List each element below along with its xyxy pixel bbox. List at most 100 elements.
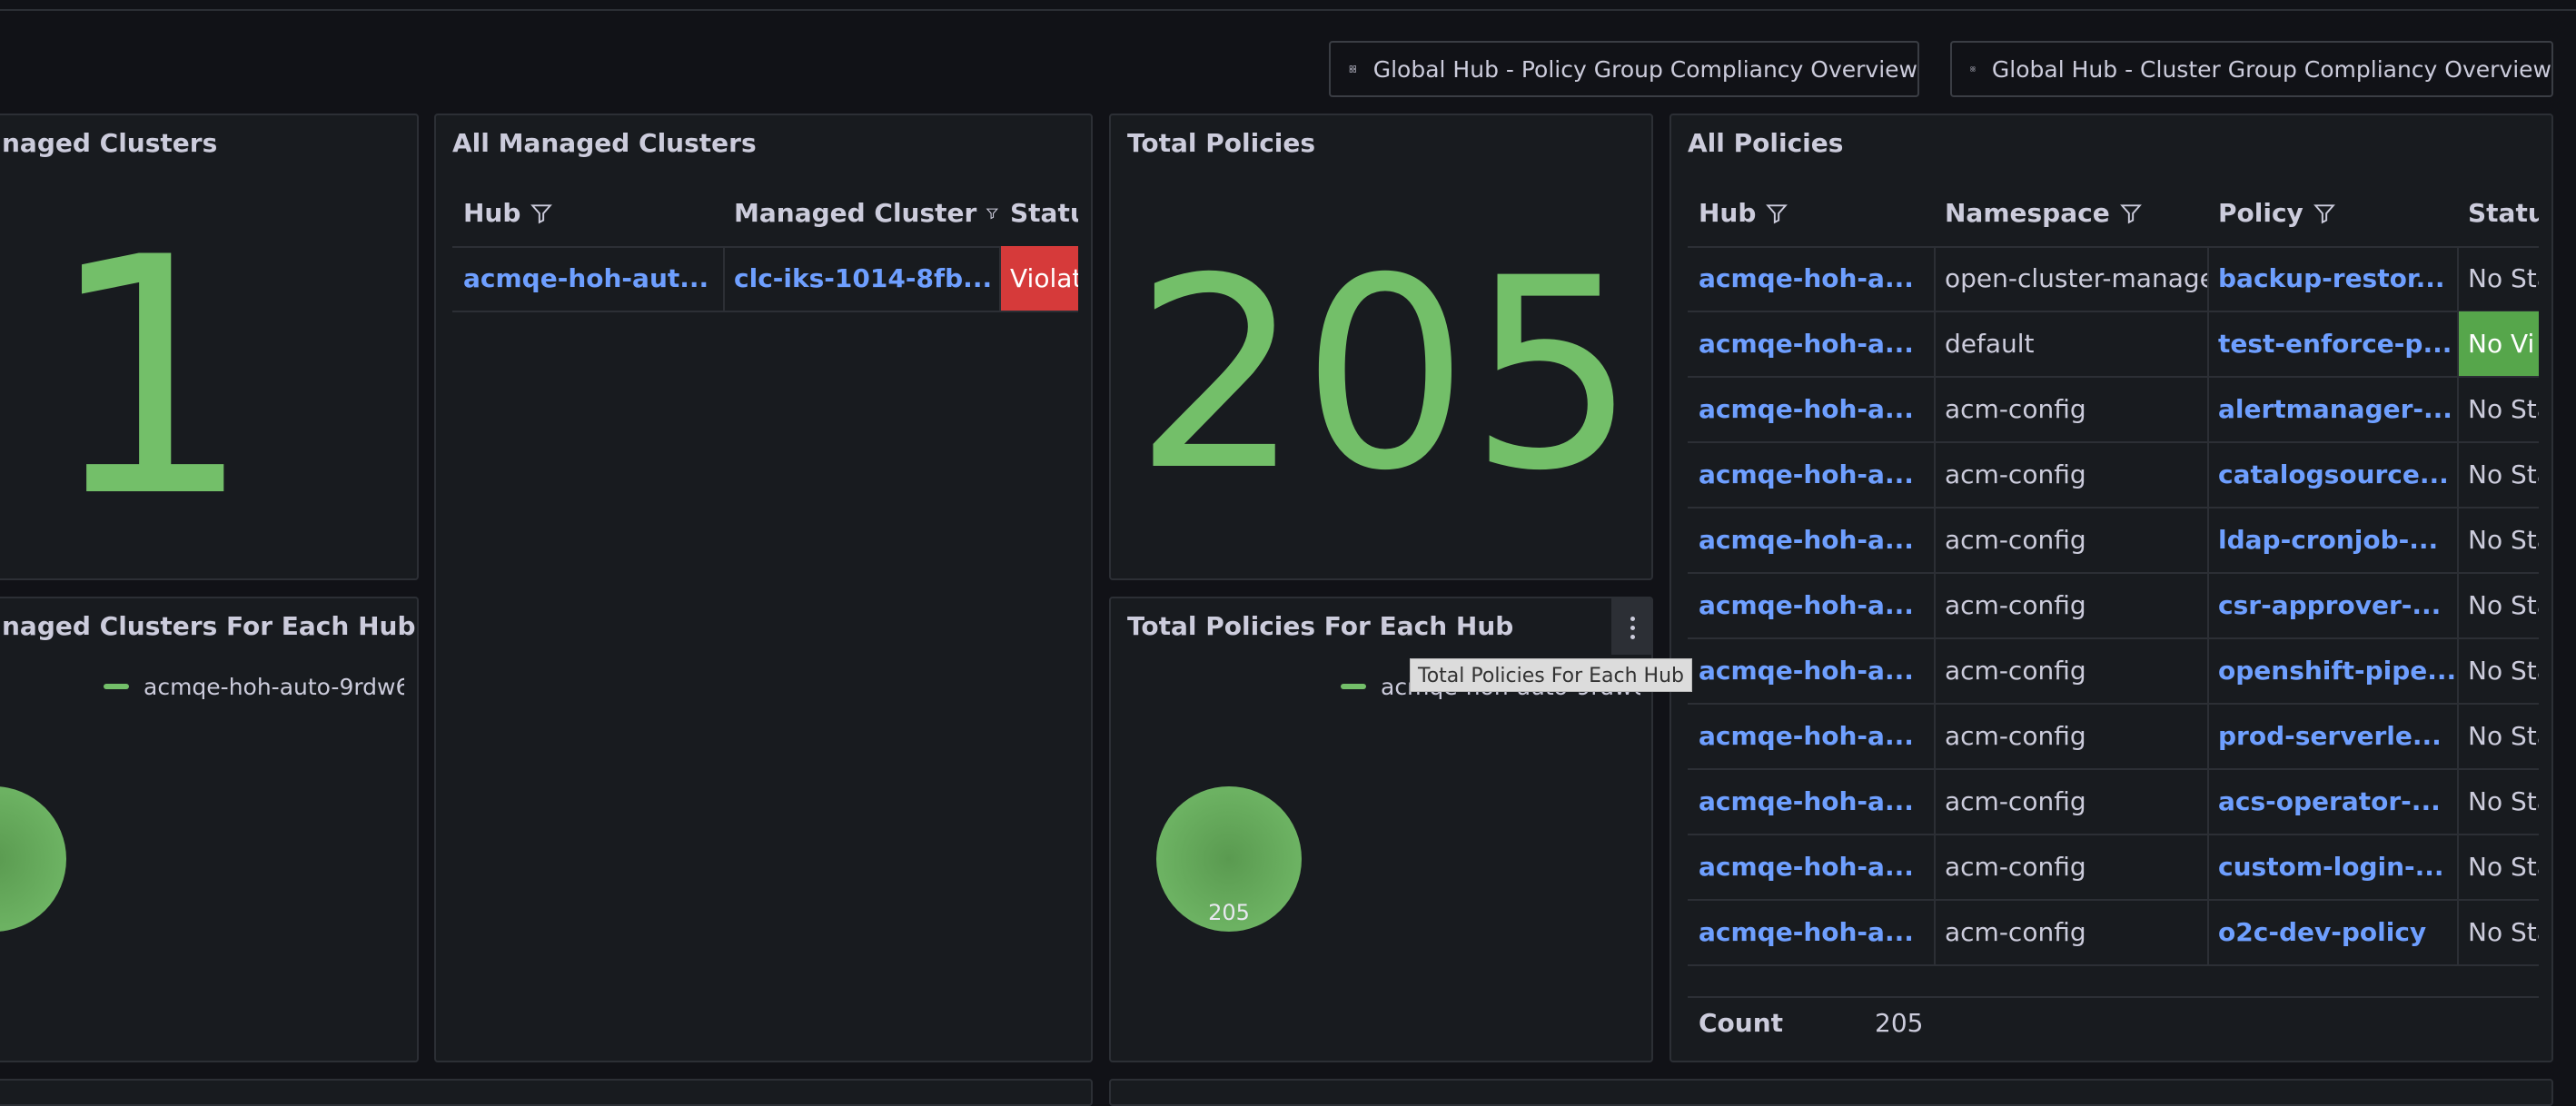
table-cell: No Sta (2468, 394, 2539, 424)
column-separator (723, 246, 725, 311)
table-cell[interactable]: ldap-cronjob-... (2218, 525, 2439, 555)
row-separator (1688, 703, 2539, 705)
table-cell: acm-config (1945, 525, 2086, 555)
column-header-label: Namespace (1945, 198, 2110, 228)
column-header[interactable]: Hub (452, 181, 723, 246)
table-cell: acm-config (1945, 590, 2086, 620)
column-separator (2207, 900, 2209, 965)
row-separator (1688, 572, 2539, 574)
menu-dot (1630, 617, 1635, 621)
row-separator (1688, 507, 2539, 509)
table-cell[interactable]: acmqe-hoh-a... (1699, 394, 1914, 424)
grid-icon (1970, 66, 1976, 72)
table-cell[interactable]: acmqe-hoh-aut... (463, 263, 709, 293)
table-cell[interactable]: backup-restor... (2218, 263, 2445, 293)
stat-panel: Total Policies 205 (1109, 114, 1653, 580)
table-cell[interactable]: openshift-pipe... (2218, 656, 2457, 686)
table-cell[interactable]: catalogsource... (2218, 459, 2449, 489)
dashboard-link-label: Global Hub - Policy Group Compliancy Ove… (1372, 55, 1917, 83)
column-header-label: Hub (1699, 198, 1757, 228)
column-separator (2457, 900, 2459, 965)
column-separator (2457, 638, 2459, 704)
dashboard-link-label: Global Hub - Cluster Group Compliancy Ov… (1991, 55, 2551, 83)
table-cell[interactable]: acmqe-hoh-a... (1699, 459, 1914, 489)
dashboard-link[interactable]: Global Hub - Policy Group Compliancy Ove… (1329, 41, 1919, 97)
menu-dot (1630, 626, 1635, 630)
column-separator (1934, 704, 1936, 769)
row-separator (1688, 441, 2539, 443)
table-cell[interactable]: acmqe-hoh-a... (1699, 852, 1914, 882)
panel-edge (1109, 1079, 2553, 1106)
column-separator (1934, 508, 1936, 573)
table-cell: Violat (999, 246, 1078, 311)
top-border (0, 9, 2576, 11)
column-separator (2457, 769, 2459, 834)
table-cell[interactable]: prod-serverle... (2218, 721, 2442, 751)
table-cell[interactable]: acmqe-hoh-a... (1699, 525, 1914, 555)
column-separator (2207, 638, 2209, 704)
column-separator (2457, 508, 2459, 573)
table-cell[interactable]: test-enforce-p... (2218, 329, 2452, 359)
table-cell[interactable]: alertmanager-... (2218, 394, 2452, 424)
column-separator (2457, 246, 2459, 311)
row-separator (1688, 964, 2539, 966)
pie-panel: naged Clusters For Each Hub acmqe-hoh-aut… (0, 597, 419, 1062)
column-header[interactable]: Managed Cluster (723, 181, 999, 246)
table-cell: No Sta (2468, 459, 2539, 489)
table-cell[interactable]: csr-approver-... (2218, 590, 2442, 620)
grid-icon (1349, 65, 1356, 73)
column-separator (2457, 573, 2459, 638)
panel-edge (0, 1079, 1093, 1106)
column-header[interactable]: Policy (2207, 181, 2457, 246)
column-separator (2207, 377, 2209, 442)
table-cell[interactable]: clc-iks-1014-8fb... (734, 263, 993, 293)
table-cell: No Sta (2468, 263, 2539, 293)
row-separator (1688, 311, 2539, 312)
column-separator (1934, 573, 1936, 638)
column-separator (2207, 508, 2209, 573)
column-header-label: Managed Cluster (734, 198, 977, 228)
row-separator (1688, 637, 2539, 639)
table-cell[interactable]: acmqe-hoh-a... (1699, 590, 1914, 620)
table-cell[interactable]: acmqe-hoh-a... (1699, 721, 1914, 751)
table-cell: acm-config (1945, 459, 2086, 489)
panel-menu-button[interactable] (1611, 598, 1651, 655)
table-cell[interactable]: acmqe-hoh-a... (1699, 656, 1914, 686)
column-header[interactable]: Status (2457, 181, 2539, 246)
table-cell: No Sta (2468, 917, 2539, 947)
pie-panel: Total Policies For Each Hubacmqe-hoh-aut… (1109, 597, 1653, 1062)
column-header[interactable]: Hub (1688, 181, 1934, 246)
column-separator (2207, 834, 2209, 900)
table-cell: open-cluster-manage (1945, 263, 2207, 293)
table-cell[interactable]: acs-operator-... (2218, 786, 2441, 816)
table-cell[interactable]: custom-login-... (2218, 852, 2444, 882)
table-cell[interactable]: acmqe-hoh-a... (1699, 329, 1914, 359)
column-header[interactable]: Status (999, 181, 1078, 246)
table-cell: acm-config (1945, 656, 2086, 686)
row-separator (1688, 376, 2539, 378)
column-separator (1934, 638, 1936, 704)
header-separator (452, 246, 1078, 248)
panel-title: Total Policies (1127, 128, 1316, 158)
stat-value: 205 (1134, 222, 1637, 528)
column-separator (1934, 311, 1936, 377)
table-cell[interactable]: acmqe-hoh-a... (1699, 786, 1914, 816)
table-cell[interactable]: acmqe-hoh-a... (1699, 917, 1914, 947)
tooltip: Total Policies For Each Hub (1410, 658, 1692, 692)
filter-icon (1766, 204, 1788, 224)
table-cell[interactable]: acmqe-hoh-a... (1699, 263, 1914, 293)
column-header-label: Policy (2218, 198, 2304, 228)
table: Hub Namespace Policy Status acmqe-hoh-a... op… (1688, 181, 2539, 1046)
footer-value: 205 (1875, 1008, 1924, 1038)
panel-title: All Policies (1688, 128, 1844, 158)
column-separator (2207, 442, 2209, 508)
column-header[interactable]: Namespace (1934, 181, 2207, 246)
table-cell[interactable]: o2c-dev-policy (2218, 917, 2427, 947)
dashboard-link[interactable]: Global Hub - Cluster Group Compliancy Ov… (1950, 41, 2553, 97)
column-separator (2457, 834, 2459, 900)
table-cell: No Sta (2468, 721, 2539, 751)
row-separator (1688, 834, 2539, 835)
column-separator (2207, 311, 2209, 377)
table-cell: No Vi (2457, 311, 2539, 377)
